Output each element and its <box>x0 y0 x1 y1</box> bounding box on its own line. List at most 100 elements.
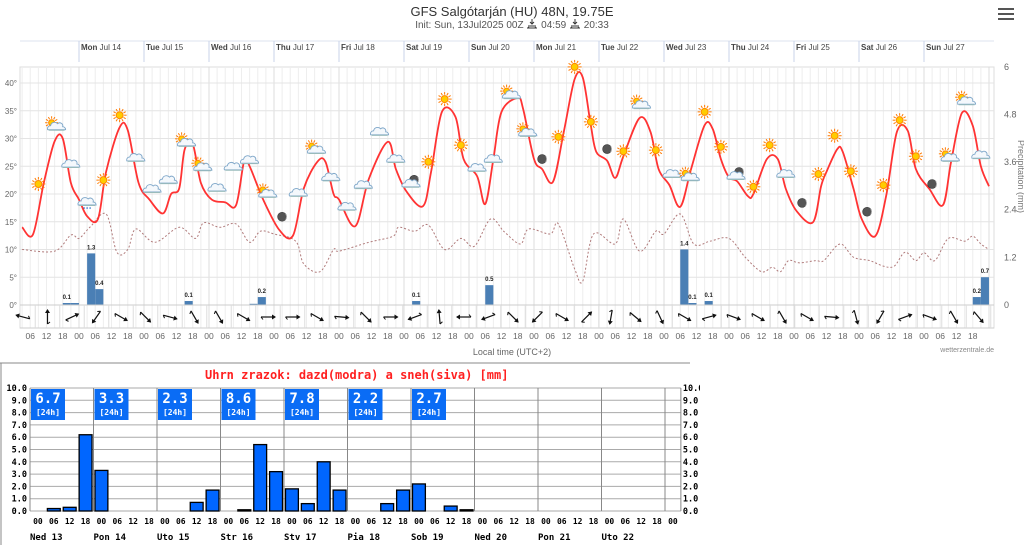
wind-arrow-icon <box>876 310 885 324</box>
daily-total-box <box>348 389 383 420</box>
time-axis-tick: 06 <box>611 331 621 341</box>
wind-arrow-icon <box>701 313 717 322</box>
temp-axis-tick: 15° <box>5 218 17 227</box>
day-of-week: Tue <box>601 43 615 52</box>
sun-cloud-icon <box>955 90 977 106</box>
wind-arrow-icon <box>360 311 372 323</box>
time-axis-tick: 12 <box>562 331 572 341</box>
sun-icon <box>876 178 891 193</box>
hour-tick: 06 <box>49 517 59 526</box>
hour-tick: 12 <box>255 517 265 526</box>
cloud-icon <box>321 172 341 182</box>
time-axis-tick: 00 <box>74 331 84 341</box>
precip-bar <box>688 303 697 305</box>
y-axis-tick-left: 9.0 <box>12 396 27 406</box>
sun-cloud-icon <box>516 122 538 137</box>
init-time: Init: Sun, 13Jul2025 00Z <box>415 20 524 31</box>
wind-arrow-icon <box>45 309 51 325</box>
hour-tick: 12 <box>382 517 392 526</box>
y-axis-tick-right: 9.0 <box>683 396 698 406</box>
precip-bar-label: 0.1 <box>63 295 72 301</box>
precip-bar-label: 0.1 <box>688 295 697 301</box>
cloud-icon <box>142 184 162 194</box>
moon-cloud-icon <box>726 167 746 181</box>
wind-arrow-icon <box>383 314 399 320</box>
precip-bar <box>972 297 981 305</box>
sun-icon <box>762 138 777 153</box>
wind-arrow-icon <box>531 311 543 323</box>
time-axis-tick: 06 <box>936 331 946 341</box>
y-axis-tick-right: 2.0 <box>683 482 698 492</box>
time-axis-tick: 00 <box>854 331 864 341</box>
wind-arrow-icon <box>91 310 102 324</box>
sun-cloud-icon <box>175 132 197 147</box>
y-axis-tick-left: 0.0 <box>12 507 27 517</box>
sun-cloud-icon <box>45 116 67 131</box>
sun-cloud-icon <box>938 147 960 162</box>
precip-bar <box>184 301 193 305</box>
day-tick: Str 16 <box>221 533 254 543</box>
day-of-week: Mon <box>536 43 553 52</box>
cloud-icon <box>240 155 260 165</box>
wind-arrow-icon <box>581 311 593 323</box>
dewpoint-line <box>22 212 990 284</box>
wind-arrow-icon <box>777 310 787 324</box>
time-axis-tick: 00 <box>334 331 344 341</box>
sun-icon <box>567 59 582 74</box>
sun-icon <box>616 144 631 159</box>
time-axis-tick: 18 <box>318 331 328 341</box>
time-axis-tick: 12 <box>497 331 507 341</box>
wind-arrow-icon <box>139 311 152 323</box>
hour-tick: 06 <box>366 517 376 526</box>
time-axis-tick: 12 <box>822 331 832 341</box>
temp-axis-tick: 0° <box>9 301 17 310</box>
time-axis-tick: 12 <box>952 331 962 341</box>
daily-total-value: 7.8 <box>289 391 314 407</box>
time-axis-tick: 00 <box>399 331 409 341</box>
precip-bar-label: 0.2 <box>973 289 982 295</box>
sun-cloud-icon <box>630 94 652 110</box>
day-of-week: Sat <box>406 43 419 52</box>
hour-tick: 12 <box>573 517 583 526</box>
wind-arrow-icon <box>436 309 443 325</box>
y-axis-tick-left: 3.0 <box>12 470 27 480</box>
wind-arrow-icon <box>65 313 80 322</box>
day-date: Jul 19 <box>421 43 443 52</box>
day-of-week: Fri <box>796 43 806 52</box>
hamburger-menu-icon[interactable] <box>998 8 1014 22</box>
sun-icon <box>843 164 858 179</box>
time-axis-tick: 06 <box>351 331 361 341</box>
cloud-icon <box>483 154 503 164</box>
hour-tick: 06 <box>303 517 313 526</box>
sun-icon <box>713 139 728 154</box>
time-axis-tick: 00 <box>594 331 604 341</box>
hour-tick: 12 <box>636 517 646 526</box>
moon-icon <box>927 179 937 189</box>
hour-tick: 18 <box>335 517 345 526</box>
credit-link[interactable]: wetterzentrale.de <box>939 347 994 354</box>
sun-icon <box>112 108 127 123</box>
precip-bar <box>46 507 61 512</box>
wind-arrow-icon <box>898 313 913 322</box>
hour-tick: 00 <box>414 517 424 526</box>
precip-chart-title: Uhrn zrazok: dazd(modra) a sneh(siva) [m… <box>205 368 508 382</box>
hour-tick: 00 <box>287 517 297 526</box>
precip-bar-label: 1.4 <box>680 241 689 247</box>
precip-bar <box>411 483 427 512</box>
precip-bar-label: 0.1 <box>412 293 421 299</box>
sunset-icon <box>569 19 580 29</box>
day-tick: Stv 17 <box>284 533 317 543</box>
time-axis-tick: 00 <box>269 331 279 341</box>
time-axis-tick: 12 <box>302 331 312 341</box>
hour-tick: 18 <box>589 517 599 526</box>
moon-cloud-icon <box>401 174 421 188</box>
init-info: Init: Sun, 13Jul2025 00Z 04:59 20:33 <box>0 19 1024 32</box>
temp-axis-tick: 20° <box>5 190 17 199</box>
precip-bar <box>300 502 315 512</box>
cloud-icon <box>971 150 991 160</box>
time-axis-tick: 18 <box>708 331 718 341</box>
daily-total-period: [24h] <box>417 408 441 417</box>
time-axis-tick: 18 <box>188 331 198 341</box>
day-tick: Ned 20 <box>475 533 508 543</box>
daily-total-value: 2.3 <box>162 391 187 407</box>
